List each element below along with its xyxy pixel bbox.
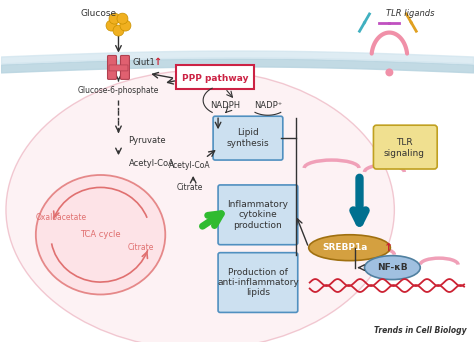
Ellipse shape — [309, 235, 391, 261]
Text: PPP pathway: PPP pathway — [182, 74, 248, 83]
FancyBboxPatch shape — [109, 65, 128, 71]
Text: Oxaloacetate: Oxaloacetate — [35, 213, 86, 222]
FancyBboxPatch shape — [218, 253, 298, 312]
Text: TCA cycle: TCA cycle — [80, 230, 121, 239]
Text: TLR ligands: TLR ligands — [386, 9, 434, 17]
Circle shape — [106, 20, 117, 31]
FancyBboxPatch shape — [374, 125, 437, 169]
Text: ↑: ↑ — [154, 57, 162, 68]
Text: Trends in Cell Biology: Trends in Cell Biology — [374, 326, 467, 335]
Text: Glucose: Glucose — [81, 9, 117, 17]
Text: Acetyl-CoA: Acetyl-CoA — [128, 158, 174, 167]
Ellipse shape — [365, 256, 420, 280]
Text: Pyruvate: Pyruvate — [128, 135, 166, 145]
Text: SREBP1a: SREBP1a — [322, 243, 367, 252]
Text: Lipid
synthesis: Lipid synthesis — [227, 128, 269, 148]
Circle shape — [385, 68, 393, 76]
Text: Citrate: Citrate — [127, 243, 154, 252]
FancyBboxPatch shape — [176, 66, 254, 89]
Text: ↑: ↑ — [383, 243, 393, 253]
Text: Glucose-6-phosphate: Glucose-6-phosphate — [78, 86, 159, 95]
Text: Inflammatory
cytokine
production: Inflammatory cytokine production — [228, 200, 288, 230]
Circle shape — [117, 13, 128, 24]
Text: Glut1: Glut1 — [132, 58, 155, 67]
FancyBboxPatch shape — [108, 56, 117, 79]
FancyBboxPatch shape — [120, 56, 129, 79]
Text: Acetyl-CoA: Acetyl-CoA — [169, 161, 211, 169]
Text: Citrate: Citrate — [177, 184, 203, 192]
FancyBboxPatch shape — [213, 116, 283, 160]
FancyBboxPatch shape — [218, 185, 298, 245]
Circle shape — [109, 13, 120, 24]
Text: NADPH: NADPH — [210, 101, 240, 110]
Text: NADP⁺: NADP⁺ — [254, 101, 282, 110]
Circle shape — [113, 25, 124, 36]
Text: TLR
signaling: TLR signaling — [384, 138, 425, 158]
Ellipse shape — [36, 175, 165, 295]
Circle shape — [120, 20, 131, 31]
Text: NF-κB: NF-κB — [377, 263, 408, 272]
Ellipse shape — [6, 70, 394, 343]
Text: Production of
anti-inflammatory
lipids: Production of anti-inflammatory lipids — [217, 268, 299, 297]
